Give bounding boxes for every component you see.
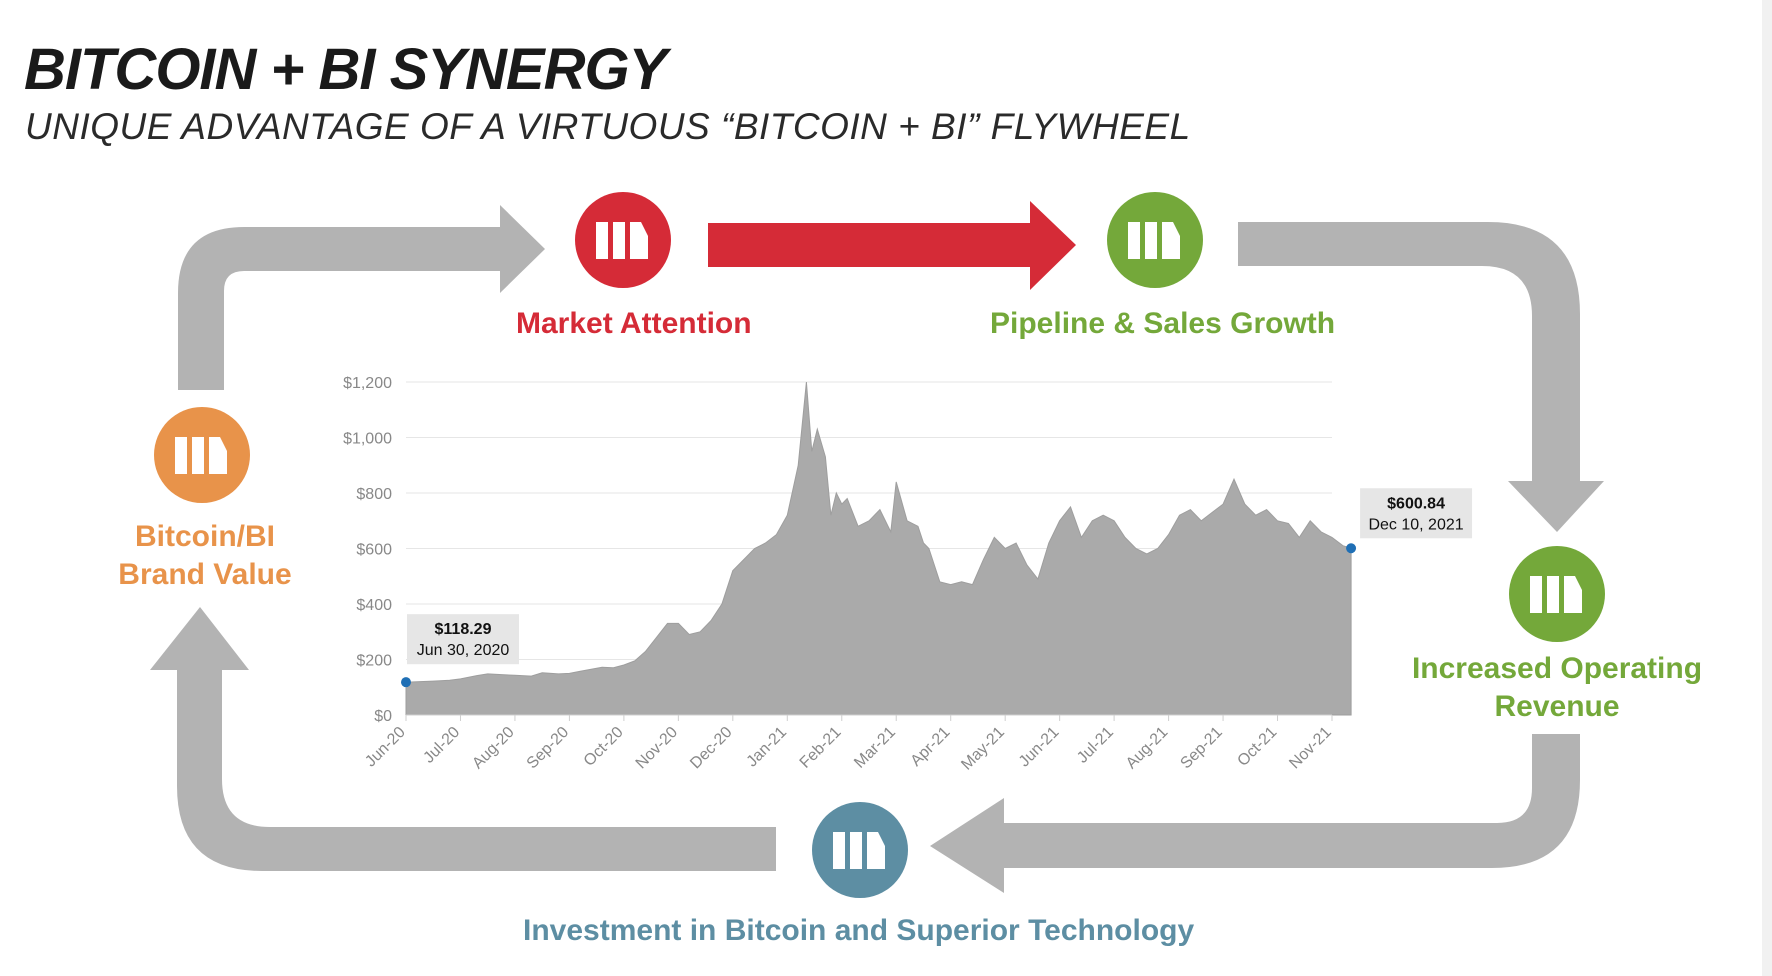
node-revenue: [1509, 546, 1605, 642]
microstrategy-logo-icon: [1128, 222, 1180, 259]
price-area-series: [405, 381, 1352, 716]
callout-box: [1360, 488, 1473, 539]
arrow-revenue-to-invest: [930, 734, 1580, 893]
x-tick-label: Oct-21: [1234, 724, 1280, 770]
x-tick-label: Sep-21: [1177, 724, 1226, 773]
label-invest-line-1: Investment in Bitcoin and Superior Techn…: [523, 914, 1195, 947]
y-tick-label: $1,200: [343, 375, 392, 392]
callout-value-label: $600.84: [1387, 495, 1445, 512]
microstrategy-logo-icon: [175, 437, 227, 474]
slide-title: BITCOIN + BI SYNERGY: [24, 37, 667, 102]
label-market-attention: Market Attention: [516, 305, 752, 343]
arrow-pipeline-to-revenue: [1238, 222, 1604, 532]
x-tick-label: Jun-21: [1016, 724, 1063, 771]
chart-area-layer: [405, 381, 1352, 716]
slide-subtitle: UNIQUE ADVANTAGE OF A VIRTUOUS “BITCOIN …: [25, 106, 1191, 147]
microstrategy-logo-icon: [833, 832, 885, 869]
label-revenue-line-2: Revenue: [1494, 690, 1620, 723]
label-increased-operating-revenue: Increased Operating Revenue: [1392, 650, 1722, 726]
y-tick-label: $0: [374, 708, 392, 725]
node-invest: [812, 802, 908, 898]
x-tick-label: Jul-20: [420, 724, 463, 767]
x-tick-label: Nov-21: [1286, 724, 1335, 773]
x-tick-label: Nov-20: [633, 724, 682, 773]
x-tick-label: May-21: [958, 724, 1008, 774]
x-tick-label: Jun-20: [362, 724, 409, 771]
label-revenue-line-1: Increased Operating: [1411, 652, 1703, 685]
microstrategy-logo-icon: [596, 222, 648, 259]
label-brand-line-1: Bitcoin/BI: [135, 520, 275, 553]
x-tick-label: Dec-20: [687, 724, 736, 773]
y-tick-label: $400: [356, 597, 392, 614]
label-brand-line-2: Brand Value: [118, 558, 292, 591]
price-marker-point: [1346, 543, 1357, 554]
arrow-invest-to-brand: [150, 607, 776, 871]
label-bitcoin-bi-brand-value: Bitcoin/BI Brand Value: [105, 518, 305, 594]
label-investment-in-bitcoin: Investment in Bitcoin and Superior Techn…: [523, 912, 1194, 950]
chart-callouts: $118.29 Jun 30, 2020 $600.84 Dec 10, 2021: [401, 488, 1473, 688]
arrow-market-to-pipeline: [708, 201, 1076, 290]
x-tick-label: Feb-21: [797, 724, 845, 772]
label-pipeline-sales-growth: Pipeline & Sales Growth: [990, 305, 1335, 343]
chart-y-axis: $0 $200 $400 $600 $800 $1,000 $1,200: [343, 375, 392, 725]
callout-date-label: Jun 30, 2020: [417, 642, 510, 659]
microstrategy-logo-icon: [1530, 576, 1582, 613]
node-brand: [154, 407, 250, 503]
node-pipeline: [1107, 192, 1203, 288]
x-tick-label: Sep-20: [524, 724, 573, 773]
chart-x-axis: Jun-20 Jul-20 Aug-20 Sep-20 Oct-20 Nov-20 Dec-…: [362, 715, 1335, 774]
slide-edge-strip: [1762, 0, 1772, 976]
x-tick-label: Jan-21: [744, 724, 791, 771]
label-market-line-1: Market Attention: [516, 307, 752, 340]
node-market: [575, 192, 671, 288]
callout-date-label: Dec 10, 2021: [1368, 516, 1463, 533]
y-tick-label: $800: [356, 486, 392, 503]
price-marker-point: [401, 677, 411, 688]
y-tick-label: $1,000: [343, 431, 392, 448]
x-tick-label: Mar-21: [851, 724, 899, 772]
x-tick-label: Jul-21: [1074, 724, 1117, 767]
x-tick-label: Aug-21: [1123, 724, 1172, 773]
y-tick-label: $600: [356, 542, 392, 559]
label-pipeline-line-1: Pipeline & Sales Growth: [990, 307, 1336, 340]
callout-value-label: $118.29: [435, 621, 492, 638]
callout-box: [407, 614, 519, 665]
arrow-brand-to-market: [178, 205, 545, 390]
x-tick-label: Aug-20: [469, 724, 518, 773]
x-tick-label: Oct-20: [581, 724, 627, 770]
y-tick-label: $200: [356, 653, 392, 670]
x-tick-label: Apr-21: [908, 724, 954, 770]
